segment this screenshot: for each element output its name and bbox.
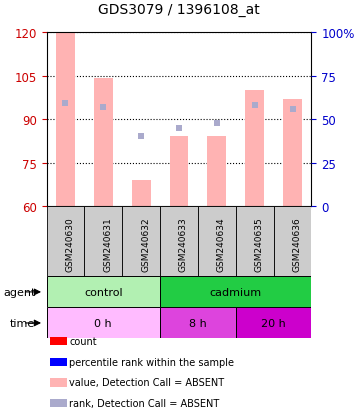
Bar	[47, 277, 160, 308]
Bar	[50, 358, 67, 366]
Bar	[198, 206, 236, 277]
Text: percentile rank within the sample: percentile rank within the sample	[69, 357, 234, 367]
Bar	[84, 206, 122, 277]
Text: agent: agent	[3, 287, 35, 297]
Bar	[94, 79, 113, 206]
Bar	[50, 337, 67, 345]
Text: cadmium: cadmium	[210, 287, 262, 297]
Bar	[160, 206, 198, 277]
Bar	[207, 137, 226, 206]
Bar	[170, 137, 188, 206]
Text: count: count	[69, 336, 97, 346]
Bar	[245, 91, 264, 206]
Bar	[47, 206, 84, 277]
Text: 8 h: 8 h	[189, 318, 207, 328]
Text: GSM240636: GSM240636	[292, 217, 301, 272]
Bar	[50, 399, 67, 407]
Text: GSM240634: GSM240634	[217, 217, 226, 271]
Text: 0 h: 0 h	[95, 318, 112, 328]
Bar	[132, 180, 151, 206]
Bar	[47, 308, 160, 339]
Text: value, Detection Call = ABSENT: value, Detection Call = ABSENT	[69, 377, 224, 387]
Text: GSM240630: GSM240630	[66, 217, 74, 272]
Bar	[56, 33, 75, 206]
Bar	[122, 206, 160, 277]
Bar	[160, 277, 311, 308]
Text: GDS3079 / 1396108_at: GDS3079 / 1396108_at	[98, 2, 260, 17]
Text: GSM240632: GSM240632	[141, 217, 150, 271]
Bar	[160, 308, 236, 339]
Text: GSM240631: GSM240631	[103, 217, 112, 272]
Text: GSM240635: GSM240635	[255, 217, 264, 272]
Bar	[50, 378, 67, 387]
Text: 20 h: 20 h	[261, 318, 286, 328]
Text: control: control	[84, 287, 123, 297]
Text: GSM240633: GSM240633	[179, 217, 188, 272]
Bar	[236, 206, 274, 277]
Text: time: time	[10, 318, 35, 328]
Bar	[283, 100, 302, 206]
Bar	[236, 308, 311, 339]
Bar	[274, 206, 311, 277]
Text: rank, Detection Call = ABSENT: rank, Detection Call = ABSENT	[69, 398, 219, 408]
